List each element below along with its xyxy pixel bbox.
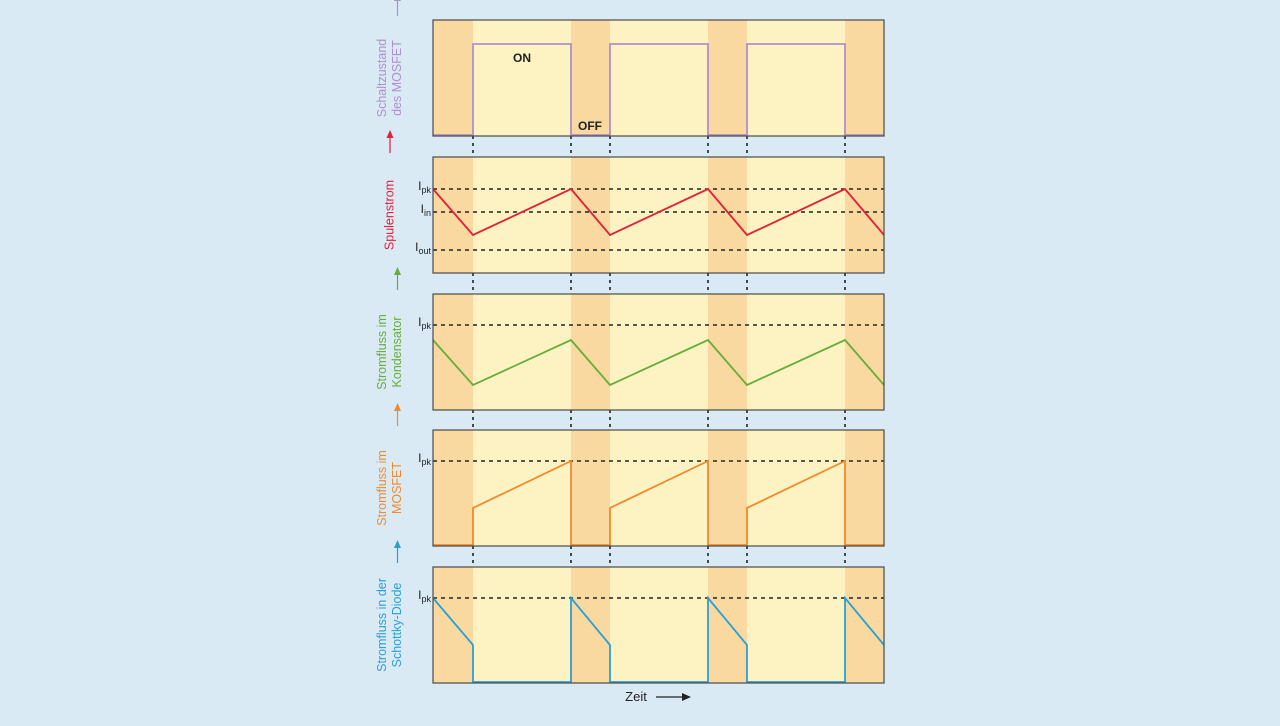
marker-I-pk: Ipk	[418, 179, 431, 195]
panel-diode-current: Ipk Stromfluss in der Schottky-Diode	[375, 540, 885, 684]
y-axis-label-line: Schottky-Diode	[390, 583, 404, 668]
off-annotation: OFF	[578, 119, 602, 133]
y-axis-arrow-head	[394, 0, 401, 1]
y-axis-label-line: Stromfluss im	[375, 450, 389, 526]
off-phase-band	[433, 157, 473, 273]
panel-background	[433, 567, 884, 683]
off-phase-band	[708, 567, 747, 683]
panel-capacitor-current: Ipk Stromfluss im Kondensator	[375, 267, 885, 411]
off-phase-band	[845, 430, 884, 546]
off-phase-band	[571, 430, 610, 546]
panel-inductor-current: Ipk Iin Iout Spulenstrom	[382, 130, 885, 274]
panel-background	[433, 294, 884, 410]
y-axis-label-line: Stromfluss in der	[375, 578, 389, 672]
off-phase-band	[433, 20, 473, 136]
marker-I-in: Iin	[421, 202, 431, 218]
y-axis-label-line: MOSFET	[390, 462, 404, 514]
off-phase-band	[571, 20, 610, 136]
y-axis-arrow-head	[394, 540, 401, 548]
y-axis-label-line: Spulenstrom	[382, 180, 396, 250]
y-axis-label-line: Stromfluss im	[375, 314, 389, 390]
off-phase-band	[708, 294, 747, 410]
off-phase-band	[708, 20, 747, 136]
off-phase-band	[571, 294, 610, 410]
x-axis-label: Zeit	[625, 689, 647, 704]
off-phase-band	[845, 294, 884, 410]
off-phase-band	[571, 157, 610, 273]
off-phase-band	[845, 567, 884, 683]
on-annotation: ON	[513, 51, 531, 65]
off-phase-band	[433, 430, 473, 546]
y-axis-label-line: Schaltzustand	[375, 39, 389, 118]
off-phase-band	[571, 567, 610, 683]
panel-frame	[432, 19, 885, 137]
panel-frame	[432, 293, 885, 411]
y-axis-arrow-head	[394, 267, 401, 275]
marker-I-out: Iout	[415, 240, 431, 256]
panel-mosfet-state: ON OFF Schaltzustand des MOSFET	[375, 0, 885, 137]
off-phase-band	[433, 567, 473, 683]
marker-I-pk: Ipk	[418, 451, 431, 467]
diode-current-waveform	[432, 595, 885, 683]
panel-frame	[432, 156, 885, 274]
off-phase-band	[708, 430, 747, 546]
y-axis-arrow-head	[386, 130, 394, 138]
off-phase-band	[708, 157, 747, 273]
panel-background	[433, 20, 884, 136]
panel-frame	[432, 429, 885, 547]
marker-I-pk: Ipk	[418, 315, 431, 331]
panel-mosfet-current: Ipk Stromfluss im MOSFET	[375, 403, 885, 547]
panel-frame	[432, 566, 885, 684]
off-phase-band	[845, 20, 884, 136]
panel-background	[433, 430, 884, 546]
off-phase-band	[433, 294, 473, 410]
mosfet-current-waveform	[433, 459, 884, 546]
y-axis-label-line: Kondensator	[390, 317, 404, 388]
off-phase-band	[845, 157, 884, 273]
capacitor-current-waveform	[432, 338, 885, 387]
x-axis-arrow-head	[682, 693, 691, 701]
panel-background	[433, 157, 884, 273]
mosfet-state-waveform	[433, 43, 884, 136]
inductor-current-waveform	[432, 187, 885, 237]
marker-I-pk: Ipk	[418, 588, 431, 604]
y-axis-label-line: des MOSFET	[390, 40, 404, 116]
y-axis-arrow-head	[394, 403, 401, 411]
